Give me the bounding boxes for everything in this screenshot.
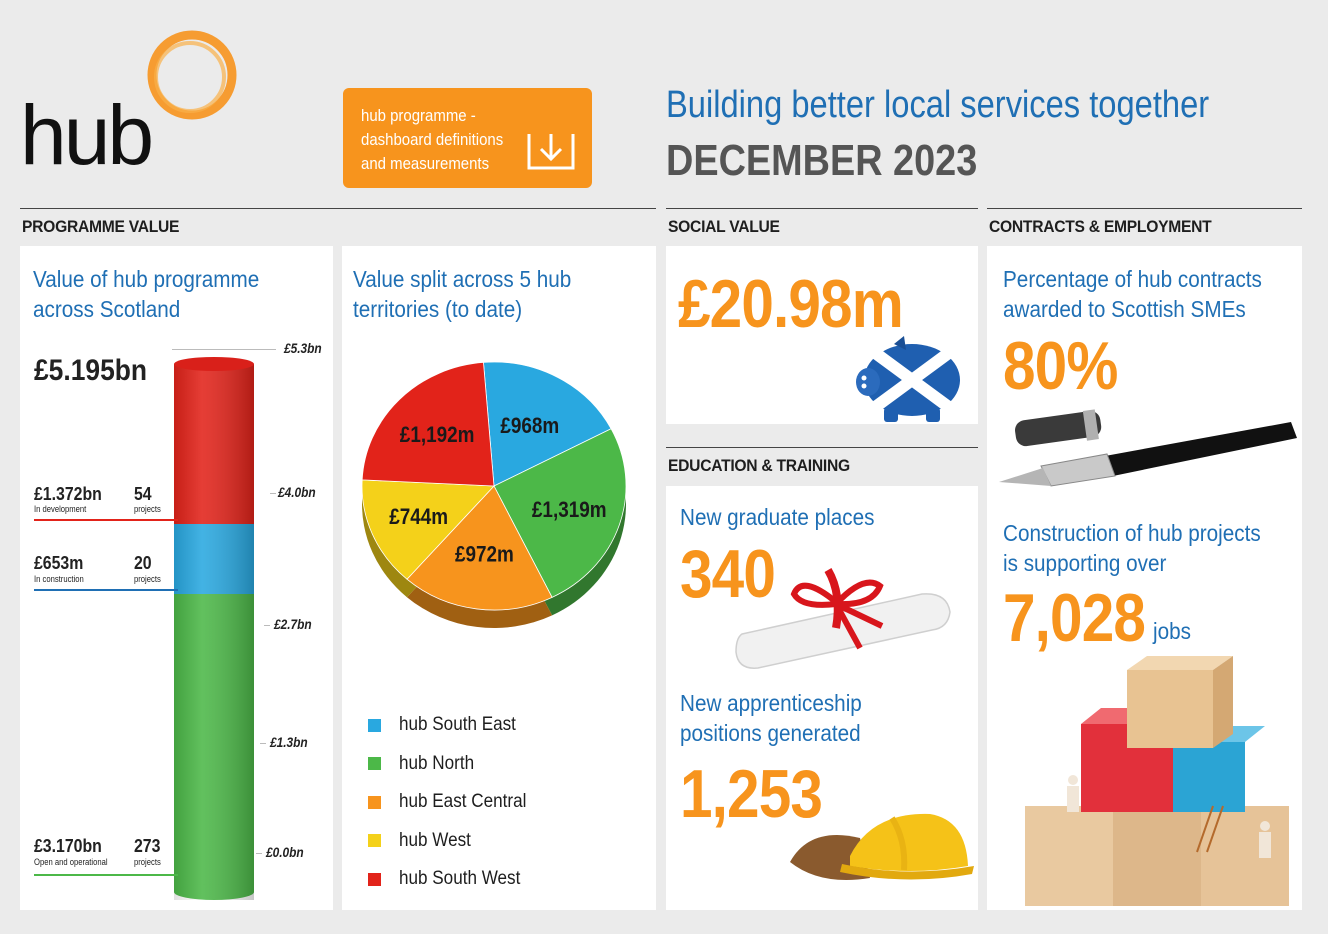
pie-slice-hub-west (361, 479, 495, 580)
legend-swatch (368, 872, 381, 886)
legend-swatch (368, 834, 381, 847)
tick-2-7bn: £2.7bn (274, 616, 312, 632)
download-definitions-button[interactable]: hub programme - dashboard definitions an… (343, 88, 592, 188)
legend-item-hub-south-east: hub South East (368, 714, 529, 736)
building-blocks-icon (1025, 656, 1289, 906)
pen-icon (999, 409, 1297, 487)
stat-construction-count-label: projects (134, 574, 161, 584)
territory-pie-chart: £968m £1,319m £972m £744m £1,192m (361, 361, 627, 628)
hard-hat-icon (790, 813, 974, 880)
stat-operational-count: 273 (134, 836, 161, 856)
legend-swatch (368, 718, 381, 732)
piggy-bank-icon (856, 336, 960, 422)
pie-label-hub-north: £1,319m (532, 498, 607, 523)
hub-logo: hub (20, 20, 240, 190)
jobs-title-line1: Construction of hub projects (1003, 520, 1261, 546)
jobs-unit: jobs (1153, 618, 1191, 644)
stat-construction-count: 20 (134, 553, 152, 573)
tagline: Building better local services together (666, 84, 1210, 126)
stat-construction-label: In construction (34, 574, 84, 584)
sme-value: 80% (1003, 328, 1118, 404)
tick-5-3bn: £5.3bn (284, 340, 322, 356)
social-value-panel: £20.98m (666, 246, 978, 424)
legend-item-hub-north: hub North (368, 753, 482, 775)
download-button-line1: hub programme - (361, 106, 476, 125)
pie-slice-hub-north (493, 428, 627, 598)
territory-split-panel: Value split across 5 hub territories (to… (342, 246, 656, 910)
contracts-panel: Percentage of hub contracts awarded to S… (987, 246, 1302, 910)
download-icon (527, 134, 575, 170)
pie-title-line1: Value split across 5 hub (353, 266, 572, 292)
pie-slice-hub-south-east (483, 361, 612, 487)
legend-item-hub-west: hub West (368, 830, 479, 852)
stat-operational-label: Open and operational (34, 857, 108, 867)
education-section-title: EDUCATION & TRAINING (668, 456, 850, 475)
tick-1-3bn: £1.3bn (270, 734, 308, 750)
legend-label: hub East Central (399, 791, 527, 812)
apprentice-value: 1,253 (680, 756, 823, 832)
pie-label-hub-west: £744m (389, 505, 448, 530)
programme-title-line1: Value of hub programme (33, 266, 260, 292)
graduate-title: New graduate places (680, 504, 875, 530)
legend-item-hub-east-central: hub East Central (368, 791, 541, 813)
legend-swatch (368, 795, 381, 809)
programme-section-title: PROGRAMME VALUE (22, 217, 180, 236)
legend-item-hub-south-west: hub South West (368, 868, 534, 890)
pie-label-hub-east-central: £972m (455, 542, 514, 567)
download-button-line3: and measurements (361, 154, 490, 173)
graduate-value: 340 (680, 536, 776, 612)
pie-slice-hub-south-west (361, 361, 495, 487)
stat-development-count-label: projects (134, 504, 161, 514)
programme-value-panel: Value of hub programme across Scotland £… (20, 246, 333, 910)
pie-slice-hub-east-central (406, 485, 553, 611)
social-value-amount: £20.98m (678, 266, 904, 342)
legend-label: hub South East (399, 714, 516, 735)
education-panel: New graduate places 340 New apprenticesh… (666, 486, 978, 910)
tick-0-0bn: £0.0bn (266, 844, 304, 860)
legend-swatch (368, 757, 381, 770)
programme-total: £5.195bn (34, 354, 148, 387)
pie-label-hub-south-west: £1,192m (400, 423, 475, 448)
download-button-line2: dashboard definitions (361, 130, 504, 149)
stat-development-label: In development (34, 504, 87, 514)
sme-title-line2: awarded to Scottish SMEs (1003, 296, 1246, 322)
legend-label: hub West (399, 829, 471, 851)
stat-operational-value: £3.170bn (34, 836, 102, 856)
jobs-title-line2: is supporting over (1003, 550, 1167, 576)
stat-construction-value: £653m (34, 553, 84, 573)
diploma-icon (735, 567, 951, 669)
apprentice-title-line1: New apprenticeship (680, 690, 862, 716)
stat-development-value: £1.372bn (34, 484, 102, 504)
pie-label-hub-south-east: £968m (500, 414, 559, 439)
sme-title-line1: Percentage of hub contracts (1003, 266, 1262, 292)
jobs-value: 7,028 (1003, 580, 1146, 656)
logo-text: hub (20, 88, 154, 182)
apprentice-title-line2: positions generated (680, 720, 861, 746)
programme-cylinder (174, 357, 254, 900)
tick-4-0bn: £4.0bn (278, 484, 316, 500)
legend-label: hub South West (399, 868, 521, 889)
social-section-title: SOCIAL VALUE (668, 217, 780, 236)
programme-title-line2: across Scotland (33, 296, 181, 322)
stat-operational-count-label: projects (134, 857, 161, 867)
stat-development-count: 54 (134, 484, 152, 504)
legend-label: hub North (399, 752, 475, 774)
hub-ring-icon (147, 30, 237, 120)
pie-title-line2: territories (to date) (353, 296, 523, 322)
report-date: DECEMBER 2023 (666, 136, 978, 185)
contracts-section-title: CONTRACTS & EMPLOYMENT (989, 217, 1212, 236)
